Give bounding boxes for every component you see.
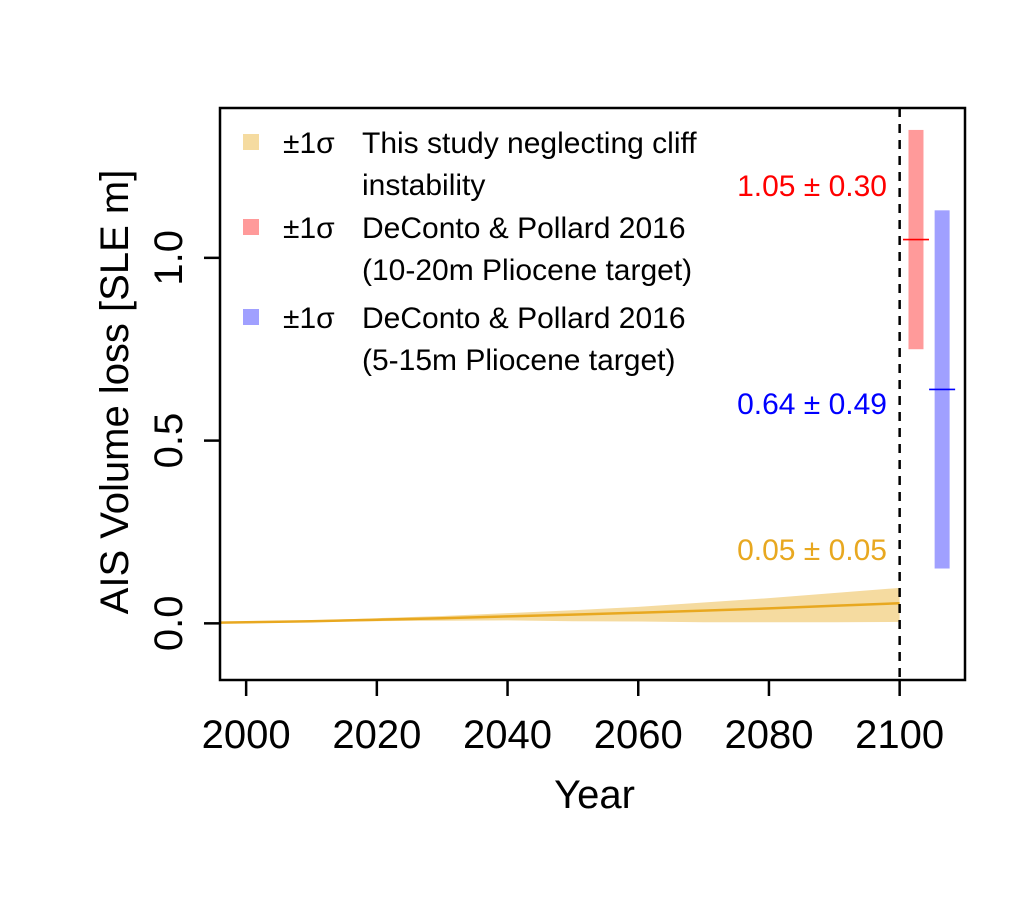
axes: 2000 2020 2040 2060 2080 2100 0.0 0.5 1.0 Year AIS… [93,106,967,817]
x-tick-label: 2060 [594,713,683,757]
legend-swatch [243,219,259,235]
legend-label: DeConto & Pollard 2016 [362,212,686,245]
legend-symbol: ±1σ [283,302,335,335]
legend: ±1σ This study neglecting cliff instabilit… [243,127,697,377]
legend-label: instability [362,169,485,202]
legend-swatch [243,309,259,325]
plot-area [220,108,956,680]
legend-swatch [243,134,259,150]
legend-label: DeConto & Pollard 2016 [362,302,686,335]
y-tick-label: 0.0 [147,596,191,652]
y-tick-label: 0.5 [147,413,191,469]
annotation-label: 1.05 ± 0.30 [737,170,887,203]
legend-label: This study neglecting cliff [362,127,697,160]
series-band-this-study [220,587,900,623]
x-tick-label: 2080 [724,713,813,757]
annotation-label: 0.64 ± 0.49 [737,388,887,421]
y-tick-label: 1.0 [147,230,191,286]
annotations: 1.05 ± 0.30 0.64 ± 0.49 0.05 ± 0.05 [737,170,887,567]
x-tick-label: 2020 [332,713,421,757]
legend-symbol: ±1σ [283,127,335,160]
x-tick-label: 2100 [855,713,944,757]
legend-label: (5-15m Pliocene target) [362,344,675,377]
series-line-this-study [220,601,900,624]
x-axis-title: Year [554,773,635,817]
y-axis-title: AIS Volume loss [SLE m] [93,170,137,615]
plot-frame [218,106,967,682]
legend-symbol: ±1σ [283,212,335,245]
x-tick-label: 2040 [463,713,552,757]
annotation-label: 0.05 ± 0.05 [737,534,887,567]
legend-label: (10-20m Pliocene target) [362,254,692,287]
x-tick-label: 2000 [202,713,291,757]
